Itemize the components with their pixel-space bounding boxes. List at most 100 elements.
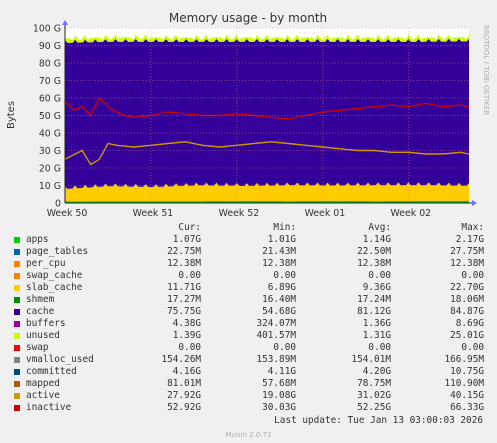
y-tick-label: 70 G bbox=[39, 76, 61, 87]
y-tick-labels: 0 10 G 20 G 30 G 40 G 50 G 60 G 70 G 80 G 90 G 100… bbox=[33, 24, 61, 210]
legend-row-slab_cache: slab_cache 11.71G 6.89G 9.36G 22.70G bbox=[0, 282, 497, 294]
legend-min: 57.68M bbox=[262, 378, 296, 389]
legend-min: 153.89M bbox=[256, 354, 296, 365]
x-tick-label: Week 01 bbox=[305, 208, 346, 219]
legend-cur: 27.92G bbox=[167, 390, 201, 401]
x-tick-label: Week 51 bbox=[133, 208, 174, 219]
legend-avg: 17.24M bbox=[357, 294, 391, 305]
legend-min: 6.89G bbox=[267, 282, 296, 293]
legend-name: page_tables bbox=[26, 246, 89, 257]
legend-max: 8.69G bbox=[455, 318, 484, 329]
legend-name: vmalloc_used bbox=[26, 354, 94, 365]
legend-row-mapped: mapped 81.01M 57.68M 78.75M 110.90M bbox=[0, 378, 497, 390]
legend-swatch bbox=[14, 405, 20, 411]
legend-max: 10.75G bbox=[450, 366, 484, 377]
legend-row-unused: unused 1.39G 401.57M 1.31G 25.01G bbox=[0, 330, 497, 342]
x-tick-label: Week 50 bbox=[47, 208, 88, 219]
legend-col-max: Max: bbox=[461, 222, 484, 233]
legend-avg: 1.36G bbox=[362, 318, 391, 329]
legend-avg: 0.00 bbox=[368, 270, 391, 281]
legend-max: 27.75M bbox=[450, 246, 484, 257]
y-tick-label: 100 G bbox=[33, 24, 61, 35]
legend-swatch bbox=[14, 237, 20, 243]
legend-row-swap_cache: swap_cache 0.00 0.00 0.00 0.00 bbox=[0, 270, 497, 282]
legend-min: 12.38M bbox=[262, 258, 296, 269]
y-axis-label: Bytes bbox=[6, 101, 17, 129]
legend-name: committed bbox=[26, 366, 77, 377]
legend-cur: 12.38M bbox=[167, 258, 201, 269]
legend-max: 110.90M bbox=[444, 378, 484, 389]
legend-swatch bbox=[14, 333, 20, 339]
legend-avg: 31.02G bbox=[357, 390, 391, 401]
legend-rows: apps 1.07G 1.01G 1.14G 2.17G page_tables 22.75… bbox=[0, 234, 497, 414]
legend-swatch bbox=[14, 309, 20, 315]
line-series bbox=[64, 96, 470, 166]
y-axis-arrow bbox=[62, 20, 68, 25]
chart: 0 10 G 20 G 30 G 40 G 50 G 60 G 70 G 80 G 90 G 100… bbox=[6, 11, 490, 219]
legend-col-avg: Avg: bbox=[368, 222, 391, 233]
legend-name: per_cpu bbox=[26, 258, 66, 269]
y-tick-label: 10 G bbox=[39, 181, 61, 192]
legend: Cur: Min: Avg: Max: apps 1.07G 1.01G 1.14G 2… bbox=[0, 222, 497, 414]
legend-max: 166.95M bbox=[444, 354, 484, 365]
legend-row-page_tables: page_tables 22.75M 21.43M 22.50M 27.75M bbox=[0, 246, 497, 258]
legend-cur: 1.39G bbox=[172, 330, 201, 341]
legend-min: 4.11G bbox=[267, 366, 296, 377]
legend-min: 0.00 bbox=[273, 270, 296, 281]
rrdtool-credit: RRDTOOL / TOBI OETIKER bbox=[482, 25, 490, 115]
legend-cur: 1.07G bbox=[172, 234, 201, 245]
legend-avg: 0.00 bbox=[368, 342, 391, 353]
legend-cur: 17.27M bbox=[167, 294, 201, 305]
legend-cur: 81.01M bbox=[167, 378, 201, 389]
legend-name: shmem bbox=[26, 294, 55, 305]
legend-avg: 4.20G bbox=[362, 366, 391, 377]
x-tick-label: Week 02 bbox=[391, 208, 432, 219]
munin-version: Munin 2.0.73 bbox=[225, 431, 272, 439]
legend-avg: 22.50M bbox=[357, 246, 391, 257]
legend-name: cache bbox=[26, 306, 55, 317]
legend-name: slab_cache bbox=[26, 282, 83, 293]
area-apps bbox=[65, 200, 469, 203]
legend-row-vmalloc_used: vmalloc_used 154.26M 153.89M 154.01M 166.95M bbox=[0, 354, 497, 366]
legend-swatch bbox=[14, 357, 20, 363]
legend-swatch bbox=[14, 345, 20, 351]
legend-swatch bbox=[14, 261, 20, 267]
legend-avg: 1.14G bbox=[362, 234, 391, 245]
area-slab_cache bbox=[65, 182, 469, 202]
legend-max: 0.00 bbox=[461, 342, 484, 353]
legend-row-per_cpu: per_cpu 12.38M 12.38M 12.38M 12.38M bbox=[0, 258, 497, 270]
legend-name: apps bbox=[26, 234, 49, 245]
stacked-area-layers bbox=[65, 34, 469, 203]
y-tick-label: 40 G bbox=[39, 129, 61, 140]
legend-cur: 154.26M bbox=[161, 354, 201, 365]
y-tick-label: 80 G bbox=[39, 59, 61, 70]
legend-swatch bbox=[14, 249, 20, 255]
legend-avg: 81.12G bbox=[357, 306, 391, 317]
legend-min: 54.68G bbox=[262, 306, 296, 317]
legend-row-apps: apps 1.07G 1.01G 1.14G 2.17G bbox=[0, 234, 497, 246]
legend-max: 2.17G bbox=[455, 234, 484, 245]
legend-swatch bbox=[14, 369, 20, 375]
legend-avg: 78.75M bbox=[357, 378, 391, 389]
y-tick-label: 50 G bbox=[39, 111, 61, 122]
legend-min: 401.57M bbox=[256, 330, 296, 341]
area-unused bbox=[65, 34, 469, 43]
y-tick-label: 60 G bbox=[39, 94, 61, 105]
y-tick-label: 90 G bbox=[39, 41, 61, 52]
legend-cur: 0.00 bbox=[178, 270, 201, 281]
legend-row-buffers: buffers 4.38G 324.07M 1.36G 8.69G bbox=[0, 318, 497, 330]
legend-row-active: active 27.92G 19.08G 31.02G 40.15G bbox=[0, 390, 497, 402]
legend-avg: 1.31G bbox=[362, 330, 391, 341]
legend-swatch bbox=[14, 297, 20, 303]
legend-name: swap_cache bbox=[26, 270, 83, 281]
legend-row-swap: swap 0.00 0.00 0.00 0.00 bbox=[0, 342, 497, 354]
legend-name: active bbox=[26, 390, 60, 401]
legend-name: unused bbox=[26, 330, 60, 341]
legend-avg: 12.38M bbox=[357, 258, 391, 269]
x-axis-arrow bbox=[472, 200, 477, 206]
legend-min: 19.08G bbox=[262, 390, 296, 401]
legend-cur: 75.75G bbox=[167, 306, 201, 317]
legend-row-cache: cache 75.75G 54.68G 81.12G 84.87G bbox=[0, 306, 497, 318]
y-tick-label: 30 G bbox=[39, 146, 61, 157]
legend-col-cur: Cur: bbox=[178, 222, 201, 233]
